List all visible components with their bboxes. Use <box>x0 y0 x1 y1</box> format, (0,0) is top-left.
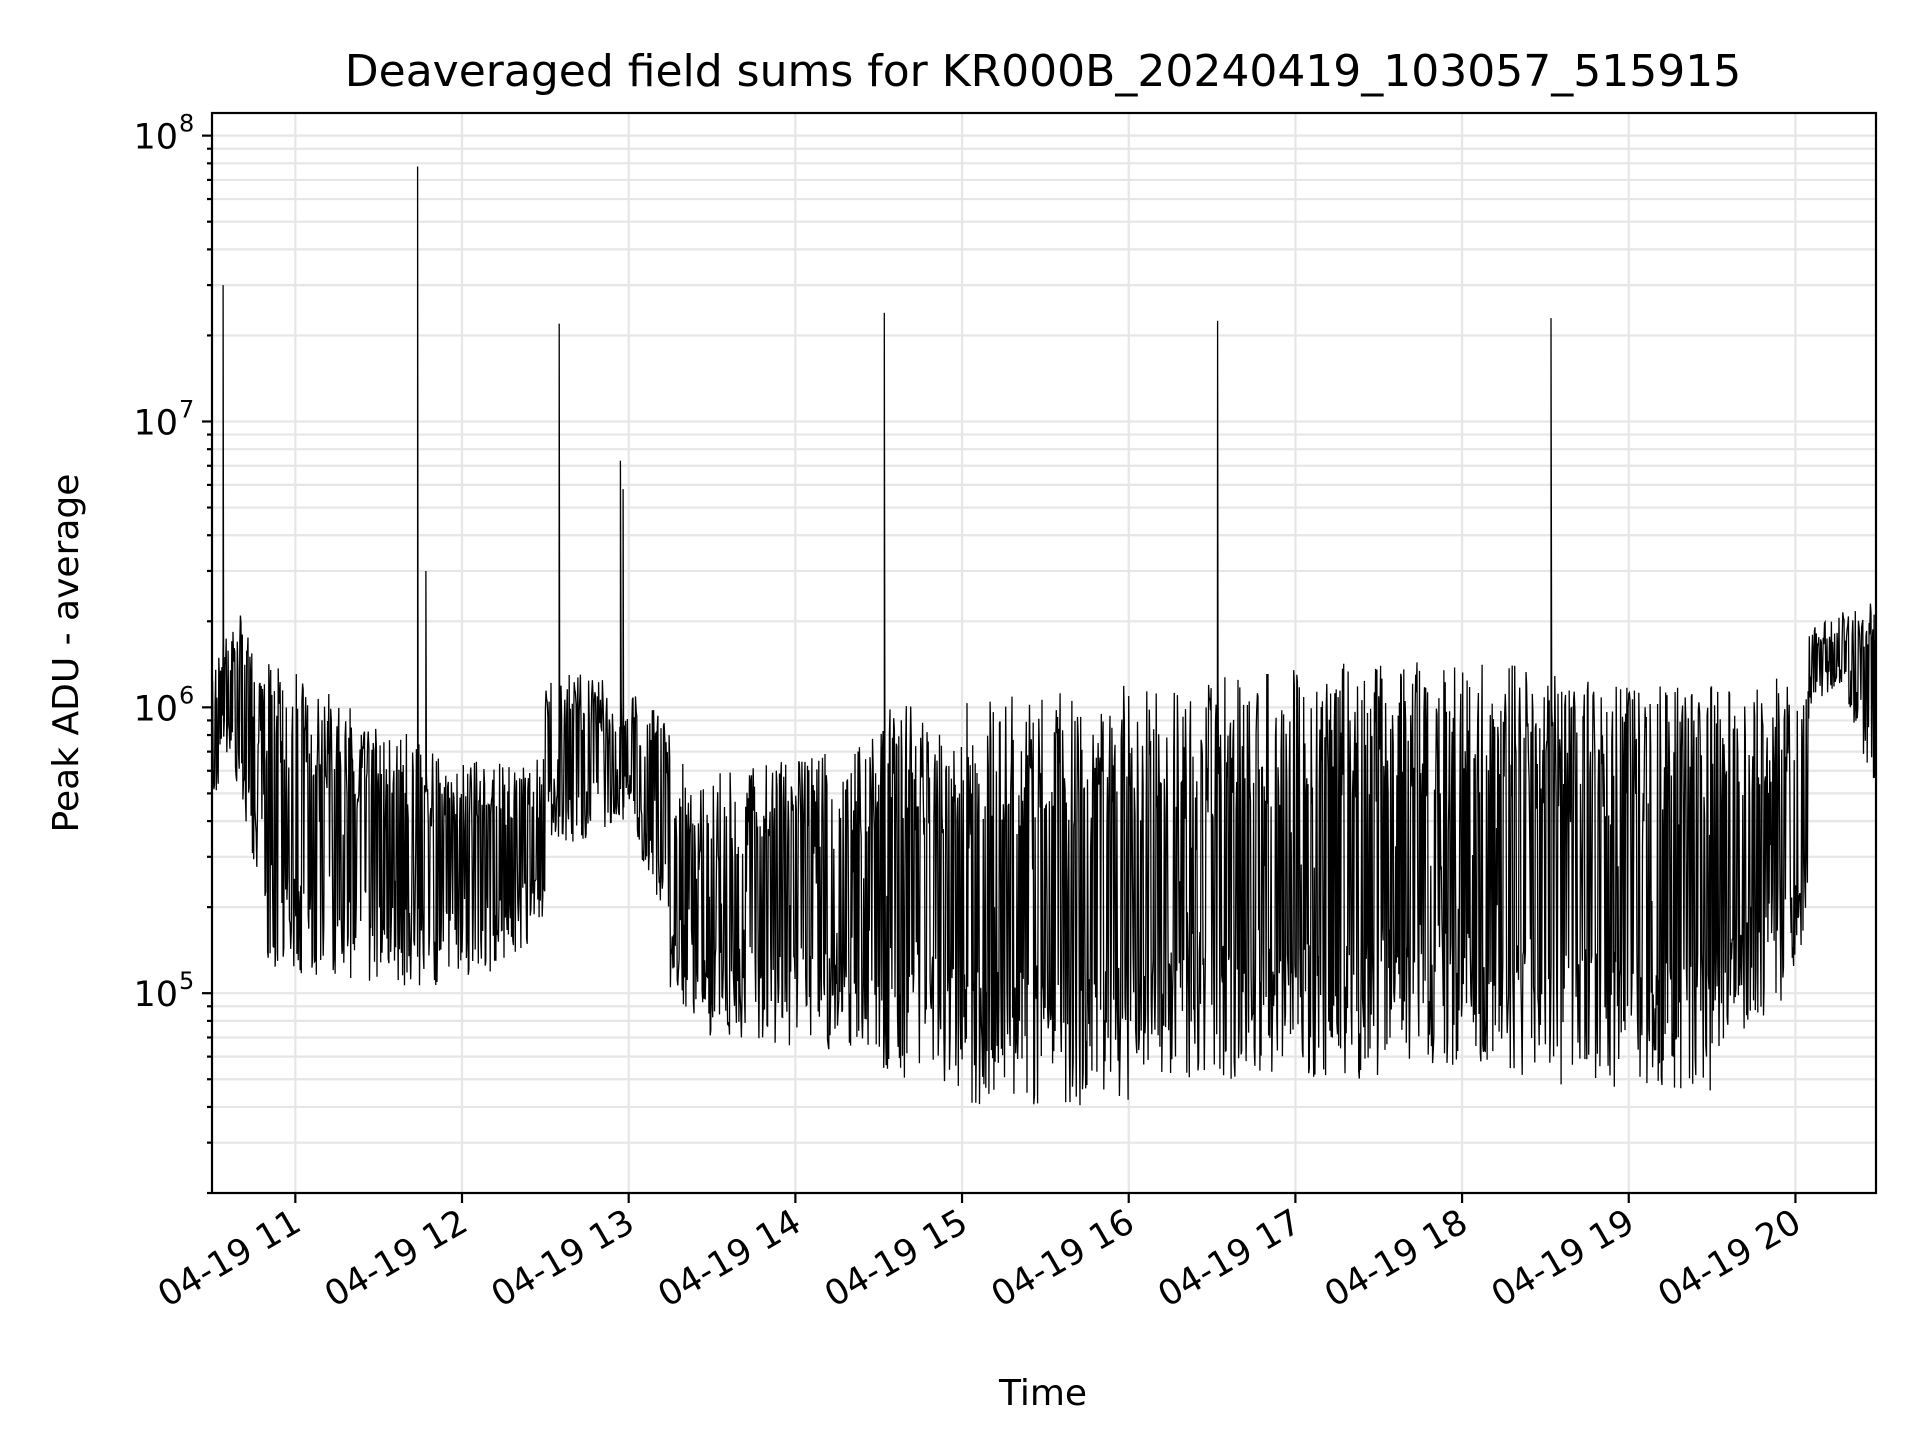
x-tick: 04-19 20 <box>1652 1193 1808 1315</box>
y-tick-label: 10 6 <box>133 681 194 729</box>
x-tick-label: 04-19 11 <box>152 1202 308 1315</box>
x-tick: 04-19 15 <box>818 1193 975 1315</box>
x-tick-label: 04-19 19 <box>1485 1202 1641 1315</box>
y-tick-exponent: 7 <box>179 395 194 423</box>
x-axis-label: Time <box>998 1373 1087 1414</box>
y-axis-label: Peak ADU - average <box>46 474 87 833</box>
x-tick-label: 04-19 20 <box>1652 1202 1808 1315</box>
x-tick: 04-19 14 <box>652 1193 808 1315</box>
plot-frame <box>210 111 1878 1195</box>
x-tick-label: 04-19 14 <box>652 1202 808 1315</box>
x-tick-label: 04-19 13 <box>485 1202 641 1315</box>
y-tick-base: 10 <box>133 689 178 729</box>
x-tick: 04-19 18 <box>1318 1193 1475 1315</box>
gridlines <box>212 113 1876 1195</box>
x-tick-label: 04-19 15 <box>818 1202 974 1315</box>
x-tick-label: 04-19 16 <box>985 1202 1141 1315</box>
y-tick-base: 10 <box>133 403 178 443</box>
x-tick: 04-19 17 <box>1152 1193 1308 1315</box>
y-tick-label: 10 7 <box>133 395 194 443</box>
x-tick: 04-19 11 <box>152 1193 308 1315</box>
y-tick-exponent: 6 <box>179 681 194 709</box>
y-tick-exponent: 8 <box>179 110 194 138</box>
x-tick: 04-19 16 <box>985 1193 1141 1315</box>
y-tick-exponent: 5 <box>179 967 194 995</box>
x-tick: 04-19 12 <box>318 1193 475 1315</box>
y-tick-base: 10 <box>133 975 178 1015</box>
chart-title: Deaveraged field sums for KR000B_2024041… <box>345 46 1741 97</box>
series-group <box>211 166 1877 1106</box>
x-tick-label: 04-19 18 <box>1318 1202 1474 1315</box>
x-tick: 04-19 13 <box>485 1193 641 1315</box>
x-tick-label: 04-19 12 <box>318 1202 474 1315</box>
x-tick-label: 04-19 17 <box>1152 1202 1308 1315</box>
y-tick-label: 10 8 <box>133 110 194 158</box>
y-tick-label: 10 5 <box>133 967 194 1015</box>
x-tick: 04-19 19 <box>1485 1193 1641 1315</box>
y-tick-base: 10 <box>133 118 178 158</box>
x-axis: 04-19 11 04-19 12 04-19 13 04-19 14 04-19 15… <box>152 1193 1808 1315</box>
series-line <box>211 166 1877 1106</box>
